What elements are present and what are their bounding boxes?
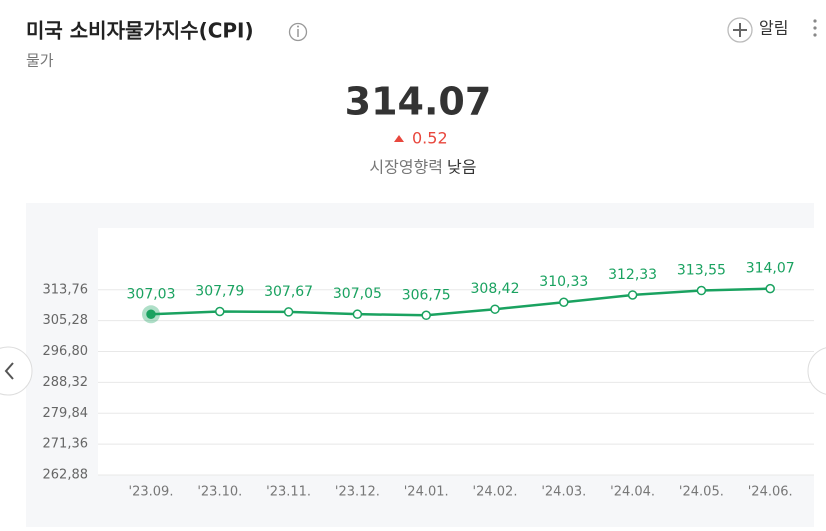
value-label: 312,33 [608,267,657,283]
x-tick-label: '23.12. [335,485,380,500]
y-tick-label: 271,36 [43,437,89,452]
x-tick-label: '24.04. [610,485,655,500]
y-tick-label: 296,80 [43,344,89,359]
y-tick-label: 288,32 [43,375,89,390]
x-tick-label: '24.01. [404,485,449,500]
menu-dot[interactable] [813,26,817,30]
x-tick-label: '23.09. [129,485,174,500]
prev-button[interactable] [0,346,33,396]
title: 미국 소비자물가지수(CPI) [26,19,254,43]
subtitle: 물가 [26,52,54,70]
prev-icon [4,362,14,380]
x-tick-label: '24.06. [748,485,793,500]
y-tick-label: 279,84 [43,406,89,421]
point [490,304,500,314]
value-label: 307,05 [333,286,382,302]
x-tick-label: '24.03. [541,485,586,500]
x-tick-label: '24.05. [679,485,724,500]
next-button[interactable] [807,347,826,395]
value-label: 307,67 [264,284,313,300]
point [765,283,775,294]
point [352,309,363,319]
menu-dot[interactable] [813,19,817,23]
series-line [150,287,771,317]
y-tick-label: 262,88 [43,468,89,483]
x-tick-label: '24.02. [473,485,518,500]
y-tick-label: 313,76 [43,282,89,297]
value-label: 310,33 [539,274,588,290]
y-tick-label: 305,28 [43,313,89,328]
point [283,307,294,317]
point [696,285,707,296]
value-label: 313,55 [677,263,726,279]
current-value: 314.07 [345,80,492,124]
plus-icon [733,23,747,37]
info-icon[interactable] [288,22,308,42]
info-icon-dot [297,25,299,28]
value-label: 306,75 [402,287,451,303]
x-tick-label: '23.10. [197,485,242,500]
point [146,309,156,320]
point [421,310,431,321]
point [559,297,569,307]
value-label: 307,03 [127,286,176,302]
impact: 낮음 [447,158,476,177]
point [215,306,225,317]
alert-label[interactable]: 알림 [759,19,788,38]
menu-dot[interactable] [813,33,817,37]
value-label: 314,07 [746,261,795,277]
point [627,290,638,300]
up-arrow [394,135,404,142]
x-tick-label: '23.11. [266,485,311,500]
change: 0.52 [412,129,448,148]
value-label: 307,79 [195,283,244,299]
impact-label: 시장영향력 [369,158,443,177]
value-label: 308,42 [471,281,520,297]
